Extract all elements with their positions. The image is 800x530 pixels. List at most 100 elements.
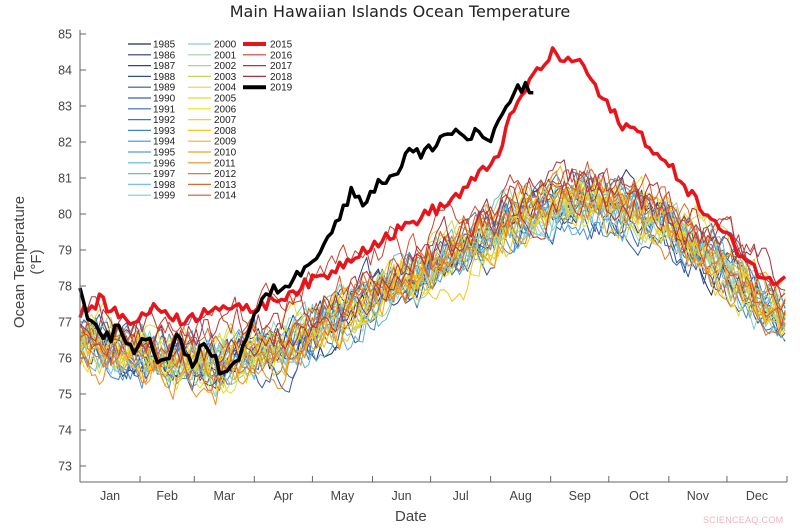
legend-label: 2014 <box>214 191 237 202</box>
y-tick-label: 74 <box>58 424 72 438</box>
x-tick-label: Oct <box>629 489 649 503</box>
legend-item-1987: 1987 <box>128 61 176 72</box>
legend-label: 2016 <box>270 50 293 61</box>
legend-label: 1994 <box>153 137 176 148</box>
chart-title: Main Hawaiian Islands Ocean Temperature <box>229 2 571 21</box>
legend-label: 2010 <box>214 148 237 159</box>
legend-label: 2001 <box>214 50 237 61</box>
legend-item-2007: 2007 <box>188 115 237 126</box>
legend-item-1989: 1989 <box>128 83 176 94</box>
legend-item-2012: 2012 <box>188 169 237 180</box>
series-line-1997 <box>79 172 786 380</box>
y-tick-label: 83 <box>58 100 72 114</box>
legend-item-2014: 2014 <box>188 191 237 202</box>
y-tick-label: 79 <box>58 244 72 258</box>
legend-label: 2009 <box>214 137 237 148</box>
x-axis-label: Date <box>395 508 427 525</box>
x-tick-label: Sep <box>569 489 591 503</box>
legend: 1985198619871988198919901991199219931994… <box>128 40 293 202</box>
series-line-2011 <box>79 170 786 406</box>
legend-item-1985: 1985 <box>128 40 176 51</box>
legend-item-2013: 2013 <box>188 180 237 191</box>
legend-label: 2003 <box>214 72 237 83</box>
legend-item-2000: 2000 <box>188 40 237 51</box>
legend-label: 2011 <box>214 158 236 169</box>
legend-item-2009: 2009 <box>188 137 237 148</box>
legend-item-1992: 1992 <box>128 115 176 126</box>
x-tick-label: Mar <box>214 489 236 503</box>
legend-item-1994: 1994 <box>128 137 176 148</box>
legend-item-2001: 2001 <box>188 50 237 61</box>
legend-label: 1986 <box>153 50 176 61</box>
legend-item-2010: 2010 <box>188 148 237 159</box>
series-line-2014 <box>79 161 786 391</box>
x-tick-label: Jan <box>100 489 120 503</box>
legend-label: 2002 <box>214 61 237 72</box>
legend-item-2019: 2019 <box>243 83 293 94</box>
legend-label: 1995 <box>153 148 176 159</box>
y-tick-label: 82 <box>58 136 72 150</box>
legend-label: 1989 <box>153 83 176 94</box>
legend-item-1988: 1988 <box>128 72 176 83</box>
legend-label: 1991 <box>153 104 176 115</box>
legend-label: 1998 <box>153 180 176 191</box>
x-tick-label: Aug <box>510 489 532 503</box>
legend-label: 2013 <box>214 180 237 191</box>
legend-item-2018: 2018 <box>243 72 293 83</box>
legend-item-2003: 2003 <box>188 72 237 83</box>
legend-label: 1985 <box>153 40 176 51</box>
legend-label: 1990 <box>153 94 176 105</box>
legend-item-2006: 2006 <box>188 104 237 115</box>
series-line-2015 <box>78 46 787 327</box>
legend-label: 2019 <box>270 83 293 94</box>
legend-label: 1993 <box>153 126 176 137</box>
x-tick-label: Dec <box>746 489 768 503</box>
series-line-2018 <box>79 159 786 364</box>
legend-item-1995: 1995 <box>128 148 176 159</box>
legend-label: 2018 <box>270 72 293 83</box>
y-tick-label: 85 <box>58 28 72 42</box>
legend-item-1991: 1991 <box>128 104 176 115</box>
series-layer <box>79 159 786 406</box>
x-tick-label: Feb <box>156 489 178 503</box>
legend-item-1998: 1998 <box>128 180 176 191</box>
legend-label: 2004 <box>214 83 237 94</box>
y-tick-label: 81 <box>58 172 72 186</box>
legend-label: 2015 <box>270 40 293 51</box>
legend-label: 1996 <box>153 158 176 169</box>
legend-item-2015: 2015 <box>243 40 293 51</box>
highlight-series-layer <box>78 46 787 376</box>
legend-item-2016: 2016 <box>243 50 293 61</box>
x-tick-label: Jun <box>391 489 411 503</box>
y-tick-label: 77 <box>58 316 72 330</box>
legend-item-2002: 2002 <box>188 61 237 72</box>
legend-label: 2006 <box>214 104 237 115</box>
legend-label: 1987 <box>153 61 176 72</box>
legend-label: 1988 <box>153 72 176 83</box>
legend-label: 2017 <box>270 61 293 72</box>
x-tick-label: Jul <box>453 489 469 503</box>
legend-item-1997: 1997 <box>128 169 176 180</box>
legend-item-1999: 1999 <box>128 191 176 202</box>
legend-label: 1999 <box>153 191 176 202</box>
x-tick-label: Apr <box>274 489 293 503</box>
legend-label: 1992 <box>153 115 176 126</box>
legend-label: 2005 <box>214 94 237 105</box>
legend-label: 1997 <box>153 169 176 180</box>
legend-item-1993: 1993 <box>128 126 176 137</box>
legend-item-2004: 2004 <box>188 83 237 94</box>
y-tick-label: 73 <box>58 460 72 474</box>
legend-item-1996: 1996 <box>128 158 176 169</box>
y-tick-label: 78 <box>58 280 72 294</box>
x-tick-label: Nov <box>687 489 710 503</box>
legend-item-2005: 2005 <box>188 94 237 105</box>
legend-label: 2012 <box>214 169 237 180</box>
y-tick-label: 84 <box>58 64 72 78</box>
legend-label: 2008 <box>214 126 237 137</box>
x-tick-label: May <box>331 489 355 503</box>
legend-item-1990: 1990 <box>128 94 176 105</box>
series-line-2007 <box>79 194 786 380</box>
series-line-2017 <box>79 180 786 347</box>
series-line-2012 <box>79 185 786 384</box>
